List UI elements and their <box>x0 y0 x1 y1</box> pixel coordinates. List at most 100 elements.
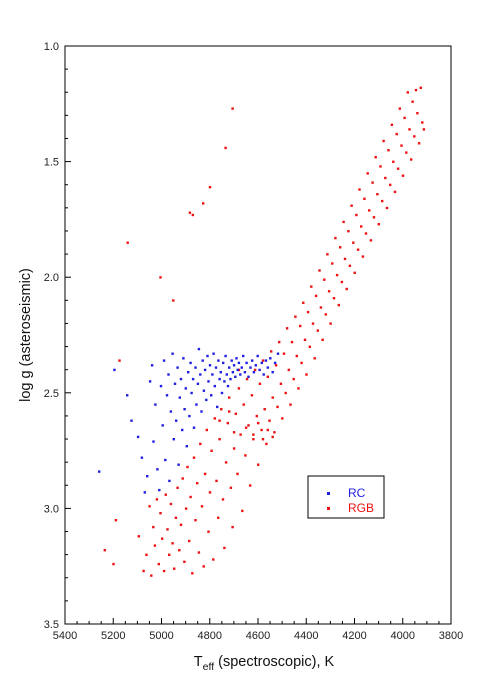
data-point-rgb <box>217 516 220 519</box>
data-point-rgb <box>377 223 380 226</box>
data-point-rgb <box>159 276 162 279</box>
data-point-rgb <box>419 86 422 89</box>
data-point-rgb <box>199 442 202 446</box>
data-point-rc <box>260 361 263 365</box>
legend-marker-rgb <box>327 507 330 510</box>
data-point-rgb <box>360 225 363 228</box>
data-point-rc <box>205 398 208 402</box>
data-point-rgb <box>188 539 191 543</box>
data-point-rgb <box>326 253 329 256</box>
data-point-rc <box>192 426 196 429</box>
data-point-rc <box>234 375 237 378</box>
data-point-rgb <box>339 246 342 249</box>
data-point-rc <box>143 491 146 494</box>
data-point-rc <box>164 458 167 462</box>
data-point-rgb <box>369 239 373 242</box>
data-point-rgb <box>384 176 387 180</box>
data-point-rc <box>207 380 210 383</box>
data-point-rc <box>264 359 268 362</box>
x-tick-label: 4200 <box>342 630 366 642</box>
y-tick-label: 2.5 <box>44 388 59 400</box>
data-point-rc <box>249 366 252 369</box>
data-point-rgb <box>226 421 229 425</box>
data-point-rgb <box>118 359 121 362</box>
data-point-rgb <box>257 421 260 425</box>
data-point-rgb <box>337 303 340 307</box>
data-point-rc <box>200 410 203 413</box>
data-point-rc <box>195 403 198 406</box>
data-point-rgb <box>289 403 292 406</box>
data-point-rgb <box>374 156 377 159</box>
data-point-rgb <box>271 435 274 439</box>
data-point-rc <box>190 391 193 395</box>
data-point-rgb <box>266 428 269 432</box>
data-point-rc <box>171 352 174 355</box>
data-point-rc <box>159 384 163 388</box>
data-point-rc <box>150 364 154 367</box>
data-point-rgb <box>385 206 389 210</box>
data-point-rc <box>220 391 224 395</box>
data-point-rc <box>175 419 178 422</box>
data-point-rgb <box>319 306 323 309</box>
legend: RC RGB <box>307 475 385 519</box>
data-point-rgb <box>174 516 178 519</box>
data-point-rc <box>197 347 201 351</box>
data-point-rc <box>181 428 184 432</box>
data-point-rc <box>232 364 236 367</box>
data-point-rgb <box>396 167 400 170</box>
data-point-rc <box>213 384 216 388</box>
data-point-rgb <box>321 338 324 341</box>
data-point-rc <box>254 364 257 367</box>
data-point-rgb <box>284 391 287 395</box>
data-point-rgb <box>164 493 167 496</box>
data-point-rgb <box>186 465 189 469</box>
data-point-rgb <box>207 530 210 533</box>
data-point-rgb <box>200 505 204 508</box>
data-point-rc <box>176 366 179 369</box>
y-tick-label: 3.0 <box>44 503 59 515</box>
data-point-rgb <box>334 236 337 240</box>
data-point-rgb <box>155 498 159 501</box>
data-point-rc <box>225 373 228 376</box>
data-point-rgb <box>395 132 398 136</box>
x-tick-label: 5400 <box>53 630 77 642</box>
legend-label-rgb: RGB <box>348 501 374 515</box>
data-point-rgb <box>329 322 332 325</box>
data-point-rc <box>231 371 235 374</box>
data-point-rgb <box>390 123 394 126</box>
data-point-rgb <box>376 193 379 196</box>
data-point-rgb <box>224 461 228 464</box>
data-point-rgb <box>421 121 424 124</box>
data-point-rgb <box>398 107 401 110</box>
data-point-rgb <box>221 498 225 501</box>
data-point-rgb <box>310 285 313 288</box>
data-point-rgb <box>347 230 350 233</box>
data-point-rc <box>184 387 187 390</box>
data-point-rgb <box>294 315 297 318</box>
data-point-rgb <box>406 91 409 94</box>
data-point-rgb <box>142 569 145 573</box>
data-point-rc <box>152 440 155 443</box>
data-point-rgb <box>290 340 294 344</box>
data-point-rgb <box>205 428 208 432</box>
data-point-rgb <box>392 160 395 163</box>
data-point-rgb <box>274 364 278 367</box>
data-point-rgb <box>114 519 118 522</box>
data-point-rc <box>258 368 261 372</box>
data-point-rgb <box>413 135 416 138</box>
data-point-rc <box>148 380 152 383</box>
data-point-rgb <box>239 433 242 436</box>
data-point-rc <box>136 435 140 439</box>
data-point-rc <box>206 354 209 358</box>
data-point-rgb <box>311 322 315 325</box>
data-point-rc <box>240 366 243 369</box>
data-point-rgb <box>153 544 157 547</box>
data-point-rc <box>235 357 238 360</box>
x-tick-label: 4600 <box>246 630 270 642</box>
data-point-rgb <box>183 560 186 563</box>
data-point-rgb <box>302 301 305 304</box>
data-point-rgb <box>371 181 374 184</box>
data-point-rgb <box>408 128 411 131</box>
data-point-rgb <box>176 486 179 489</box>
data-point-rgb <box>353 271 356 274</box>
